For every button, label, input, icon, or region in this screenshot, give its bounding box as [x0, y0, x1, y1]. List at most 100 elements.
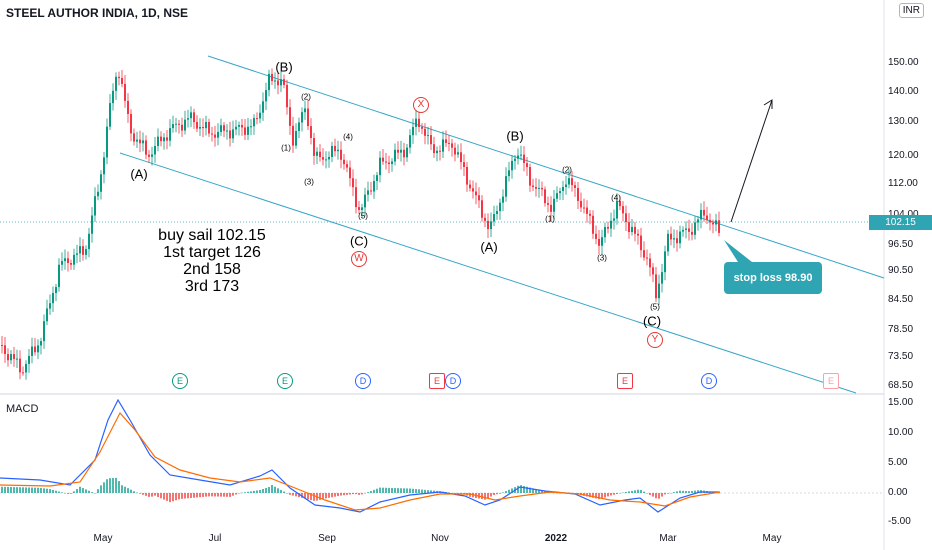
- candle-body: [475, 191, 477, 196]
- wave-label-minor[interactable]: (2): [562, 165, 572, 175]
- macd-axis-label: 0.00: [888, 487, 908, 498]
- histogram-bar: [127, 488, 129, 493]
- signal-line: [0, 411, 721, 511]
- earnings-event-icon[interactable]: E: [617, 373, 633, 389]
- candle-body: [97, 191, 99, 197]
- time-label: Nov: [431, 533, 449, 544]
- candle-body: [673, 238, 675, 240]
- wave-label[interactable]: (B): [275, 59, 293, 75]
- wave-label[interactable]: (C): [349, 233, 369, 249]
- candle-body: [286, 84, 288, 108]
- histogram-bar: [193, 493, 195, 498]
- earnings-event-icon[interactable]: E: [823, 373, 839, 389]
- candle-body: [268, 73, 270, 91]
- currency-badge[interactable]: INR: [898, 3, 924, 18]
- earnings-event-icon[interactable]: E: [277, 373, 293, 389]
- wave-y-circle[interactable]: Y: [647, 332, 663, 348]
- candle-body: [601, 237, 603, 246]
- candle-body: [34, 346, 36, 353]
- histogram-bar: [247, 491, 249, 493]
- candle-body: [439, 150, 441, 152]
- macd-indicator-label[interactable]: MACD: [6, 403, 39, 415]
- candle-body: [316, 151, 318, 156]
- time-label: Mar: [659, 533, 677, 544]
- channel-lower-line[interactable]: [119, 152, 857, 394]
- histogram-bar: [292, 493, 294, 496]
- histogram-bar: [196, 493, 198, 498]
- candle-body: [298, 122, 300, 132]
- histogram-bar: [424, 489, 426, 493]
- dividend-event-icon[interactable]: D: [445, 373, 461, 389]
- candle-body: [220, 125, 222, 132]
- histogram-bar: [538, 489, 540, 493]
- candle-body: [712, 222, 714, 225]
- candle-body: [193, 112, 195, 123]
- wave-label-minor[interactable]: (5): [650, 302, 660, 312]
- symbol-title[interactable]: STEEL AUTHOR INDIA, 1D, NSE: [6, 6, 189, 20]
- wave-label-minor[interactable]: (4): [343, 132, 353, 142]
- wave-label[interactable]: (A): [130, 166, 148, 182]
- histogram-bar: [388, 487, 390, 493]
- histogram-bar: [613, 493, 615, 495]
- candle-body: [589, 213, 591, 216]
- price-label: 150.00: [888, 57, 919, 68]
- candle-body: [313, 137, 315, 156]
- histogram-bar: [553, 492, 555, 494]
- wave-label-minor[interactable]: (5): [358, 211, 368, 221]
- dividend-event-icon[interactable]: D: [701, 373, 717, 389]
- histogram-bar: [355, 493, 357, 495]
- candle-body: [340, 149, 342, 160]
- wave-label-minor[interactable]: (3): [597, 253, 607, 263]
- wave-label-minor[interactable]: (2): [301, 92, 311, 102]
- earnings-event-icon[interactable]: E: [429, 373, 445, 389]
- wave-w-circle[interactable]: W: [351, 251, 367, 267]
- histogram-bar: [523, 485, 525, 493]
- candle-body: [100, 174, 102, 192]
- histogram-bar: [352, 493, 354, 495]
- histogram-bar: [484, 493, 486, 500]
- callout-pointer: [724, 240, 752, 262]
- wave-x-circle[interactable]: X: [413, 97, 429, 113]
- candle-body: [28, 355, 30, 364]
- trade-plan-note[interactable]: buy sail 102.15 1st target 126 2nd 158 3…: [132, 227, 292, 295]
- histogram-bar: [280, 489, 282, 493]
- wave-label-minor[interactable]: (4): [611, 193, 621, 203]
- histogram-bar: [718, 492, 720, 494]
- wave-label[interactable]: (B): [506, 128, 524, 144]
- wave-label[interactable]: (C): [642, 313, 662, 329]
- target-arrow[interactable]: [730, 99, 773, 223]
- histogram-bar: [58, 491, 60, 493]
- candlestick-series: [1, 68, 720, 380]
- wave-label-minor[interactable]: (1): [545, 214, 555, 224]
- histogram-bar: [22, 487, 24, 493]
- candle-body: [85, 249, 87, 255]
- histogram-bar: [646, 493, 648, 494]
- wave-label-minor[interactable]: (3): [304, 177, 314, 187]
- candle-body: [289, 107, 291, 126]
- histogram-bar: [592, 493, 594, 498]
- histogram-bar: [103, 482, 105, 493]
- histogram-bar: [676, 491, 678, 493]
- candle-body: [265, 90, 267, 102]
- candle-body: [226, 130, 228, 132]
- price-label: 104.00: [888, 209, 919, 220]
- dividend-event-icon[interactable]: D: [355, 373, 371, 389]
- candle-body: [415, 118, 417, 127]
- candle-body: [7, 354, 9, 361]
- histogram-bar: [10, 486, 12, 493]
- histogram-bar: [610, 493, 612, 496]
- histogram-bar: [364, 493, 366, 494]
- earnings-event-icon[interactable]: E: [172, 373, 188, 389]
- wave-label[interactable]: (A): [480, 239, 498, 255]
- candle-body: [280, 79, 282, 86]
- stop-loss-callout[interactable]: stop loss 98.90: [724, 262, 822, 294]
- candle-body: [22, 372, 24, 374]
- channel-upper-line[interactable]: [207, 55, 885, 279]
- histogram-bar: [76, 489, 78, 493]
- candle-body: [595, 233, 597, 239]
- wave-label-minor[interactable]: (1): [281, 143, 291, 153]
- candle-body: [79, 246, 81, 254]
- candle-body: [277, 80, 279, 86]
- candle-body: [25, 363, 27, 373]
